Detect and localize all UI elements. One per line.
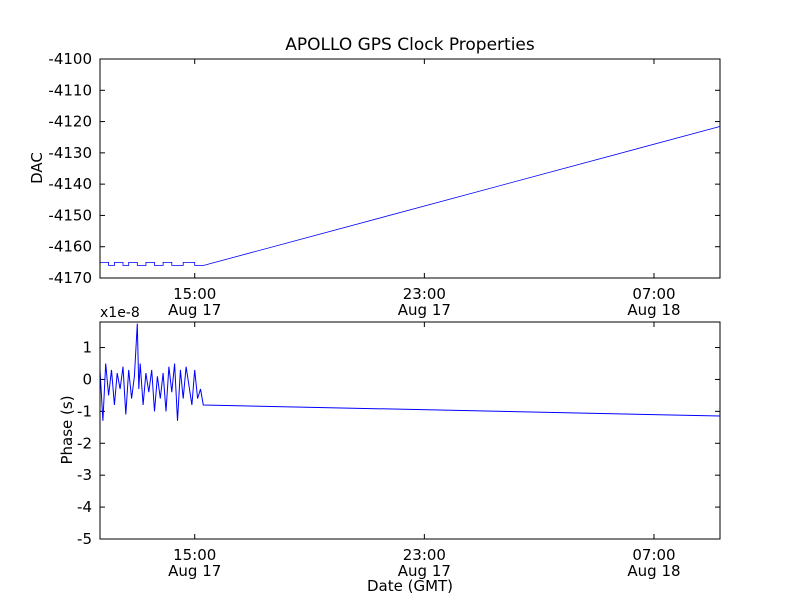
dac-series [100,126,720,266]
dac-xtick-date-label-0: Aug 17 [168,301,221,319]
phase-panel: x1e-8 Phase (s) Date (GMT) -5 -4 -3 -2 -1 0 1 1… [58,305,721,595]
phase-ytick-label-6: 1 [82,339,92,357]
phase-xtick-date-label-0: Aug 17 [168,562,221,580]
dac-ytick-label-7: -4100 [48,50,92,68]
phase-ticks [100,322,720,540]
phase-y-axis-label: Phase (s) [58,395,76,464]
phase-ytick-label-4: -1 [77,402,92,420]
dac-ytick-label-5: -4120 [48,113,92,131]
phase-xtick-time-label-2: 07:00 [632,546,675,564]
chart-title: APOLLO GPS Clock Properties [285,35,535,55]
phase-xtick-date-label-2: Aug 18 [627,562,680,580]
phase-ytick-label-0: -5 [77,530,92,548]
phase-axes-frame [99,321,721,540]
dac-xtick-date-label-2: Aug 18 [627,301,680,319]
dac-xtick-time-label-0: 15:00 [173,285,216,303]
phase-series-line-0 [100,323,720,421]
phase-series [100,323,720,421]
dac-xtick-date-label-1: Aug 17 [398,301,451,319]
dac-panel: DAC -4170-4160-4150-4140-4130-4120-4110-… [28,50,721,319]
dac-axes-frame [99,58,721,279]
phase-ytick-label-5: 0 [82,370,92,388]
dac-ytick-label-4: -4130 [48,144,92,162]
dac-ytick-label-2: -4150 [48,206,92,224]
dac-ytick-label-0: -4170 [48,269,92,287]
phase-xtick-time-label-0: 15:00 [173,546,216,564]
phase-xtick-time-label-1: 23:00 [403,546,446,564]
dac-ytick-label-6: -4110 [48,81,92,99]
dac-y-axis-label: DAC [28,152,46,184]
phase-xtick-date-label-1: Aug 17 [398,562,451,580]
dac-xtick-time-label-2: 07:00 [632,285,675,303]
phase-offset-label: x1e-8 [100,305,140,321]
phase-ytick-label-2: -3 [77,466,92,484]
dac-ytick-label-1: -4160 [48,238,92,256]
dac-tick-labels: -4170 -4160 -4150 -4140 -4130 -4120 -4110 -4100… [48,50,680,319]
dac-series-line-0 [100,126,720,266]
phase-ytick-label-3: -2 [77,434,92,452]
dac-xtick-time-label-1: 23:00 [403,285,446,303]
phase-ytick-label-1: -4 [77,498,92,516]
dac-ytick-label-3: -4140 [48,175,92,193]
x-axis-label: Date (GMT) [367,577,453,595]
